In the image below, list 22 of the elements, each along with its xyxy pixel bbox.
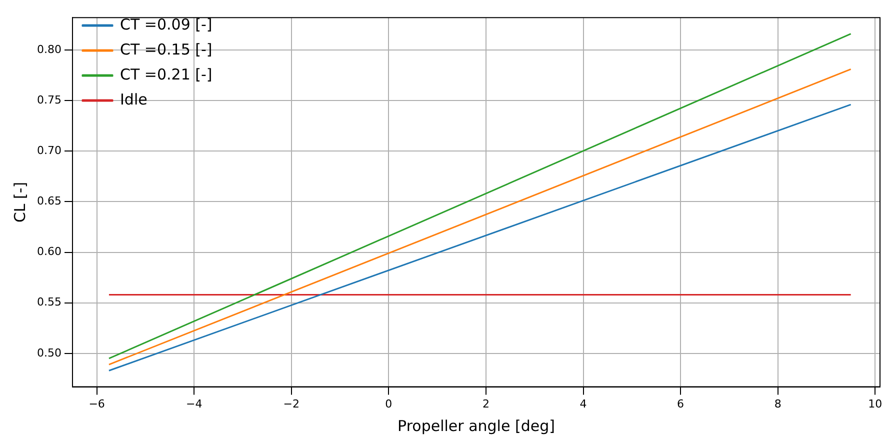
legend-label: CT =0.15 [-] xyxy=(120,40,212,58)
y-tick-label: 0.70 xyxy=(36,144,62,157)
y-tick-label: 0.65 xyxy=(36,194,62,208)
x-tick-label: 10 xyxy=(868,397,882,410)
y-tick-label: 0.80 xyxy=(36,42,62,56)
y-tick-label: 0.55 xyxy=(36,296,62,309)
x-tick-label: 0 xyxy=(385,397,392,410)
legend-label: CT =0.09 [-] xyxy=(120,15,212,34)
legend-label: CT =0.21 [-] xyxy=(120,65,212,84)
x-tick-label: −4 xyxy=(186,397,202,410)
legend-label: Idle xyxy=(120,90,148,108)
x-tick-label: 2 xyxy=(482,397,490,410)
x-tick-label: −6 xyxy=(88,397,105,410)
x-tick-label: −2 xyxy=(283,397,300,410)
x-tick-label: 8 xyxy=(774,397,782,410)
x-tick-label: 6 xyxy=(677,397,684,410)
y-tick-label: 0.60 xyxy=(36,245,62,258)
y-tick-label: 0.50 xyxy=(36,346,62,360)
y-tick-label: 0.75 xyxy=(36,93,62,106)
x-axis-title: Propeller angle [deg] xyxy=(398,416,555,435)
x-tick-label: 4 xyxy=(580,397,587,410)
y-axis-title: CL [-] xyxy=(10,182,29,223)
